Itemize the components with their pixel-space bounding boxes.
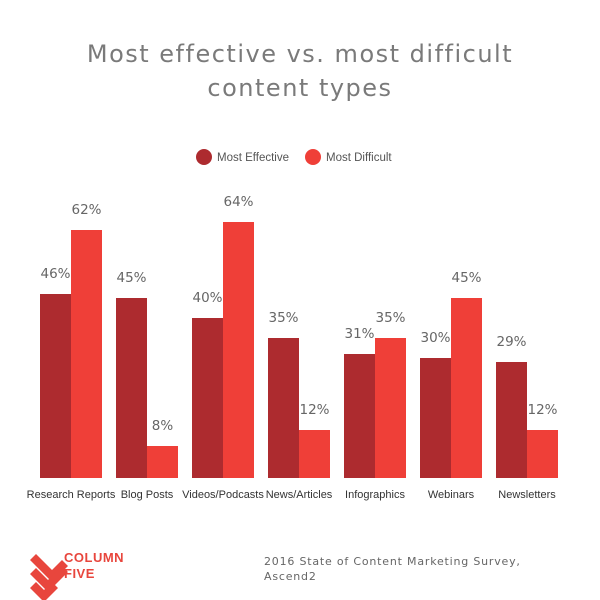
legend: Most Effective Most Difficult (196, 149, 392, 165)
bar-news-articles-most-effective (268, 338, 299, 478)
bar-videos-podcasts-most-effective (192, 318, 223, 478)
bar-newsletters-most-effective (496, 362, 527, 478)
bar-videos-podcasts-most-difficult (223, 222, 254, 478)
category-label-research-reports: Research Reports (27, 489, 116, 501)
category-labels: Research Reports Blog Posts Videos/Podcast… (27, 489, 557, 501)
value-labels: 46%62%45%8%40%64%35%12%31%35%30%45%29%12… (40, 194, 557, 434)
value-label-webinars-most-difficult: 45% (451, 270, 481, 286)
category-label-webinars: Webinars (428, 489, 475, 501)
value-label-research-reports-most-difficult: 62% (71, 202, 101, 218)
source-line-1: 2016 State of Content Marketing Survey, (264, 555, 521, 568)
value-label-infographics-most-effective: 31% (344, 326, 374, 342)
category-label-videos-podcasts: Videos/Podcasts (182, 489, 264, 501)
category-label-blog-posts: Blog Posts (121, 489, 174, 501)
category-label-newsletters: Newsletters (498, 489, 556, 501)
bar-newsletters-most-difficult (527, 430, 558, 478)
bar-research-reports-most-difficult (71, 230, 102, 478)
legend-swatch-most-difficult (305, 149, 321, 165)
value-label-news-articles-most-effective: 35% (268, 310, 298, 326)
bar-news-articles-most-difficult (299, 430, 330, 478)
brand-line-1: COLUMN (64, 550, 124, 565)
brand-line-2: FIVE (64, 566, 95, 581)
bars (40, 222, 558, 478)
legend-label-most-effective: Most Effective (217, 152, 289, 164)
value-label-research-reports-most-effective: 46% (40, 266, 70, 282)
column-five-logo: COLUMN FIVE (30, 550, 124, 600)
bar-webinars-most-difficult (451, 298, 482, 478)
bar-research-reports-most-effective (40, 294, 71, 478)
value-label-webinars-most-effective: 30% (420, 330, 450, 346)
column-five-logo-icon (30, 554, 68, 600)
value-label-blog-posts-most-effective: 45% (116, 270, 146, 286)
bar-blog-posts-most-difficult (147, 446, 178, 478)
source-line-2: Ascend2 (264, 570, 317, 583)
value-label-infographics-most-difficult: 35% (375, 310, 405, 326)
value-label-blog-posts-most-difficult: 8% (152, 418, 174, 434)
value-label-news-articles-most-difficult: 12% (299, 402, 329, 418)
category-label-infographics: Infographics (345, 489, 405, 501)
chart-title-line-1: Most effective vs. most difficult (87, 40, 513, 68)
bar-webinars-most-effective (420, 358, 451, 478)
value-label-videos-podcasts-most-effective: 40% (192, 290, 222, 306)
legend-label-most-difficult: Most Difficult (326, 152, 392, 164)
bar-infographics-most-effective (344, 354, 375, 478)
value-label-videos-podcasts-most-difficult: 64% (223, 194, 253, 210)
value-label-newsletters-most-difficult: 12% (527, 402, 557, 418)
value-label-newsletters-most-effective: 29% (496, 334, 526, 350)
bar-infographics-most-difficult (375, 338, 406, 478)
category-label-news-articles: News/Articles (266, 489, 333, 501)
bar-blog-posts-most-effective (116, 298, 147, 478)
chart-title-line-2: content types (207, 74, 392, 102)
legend-swatch-most-effective (196, 149, 212, 165)
